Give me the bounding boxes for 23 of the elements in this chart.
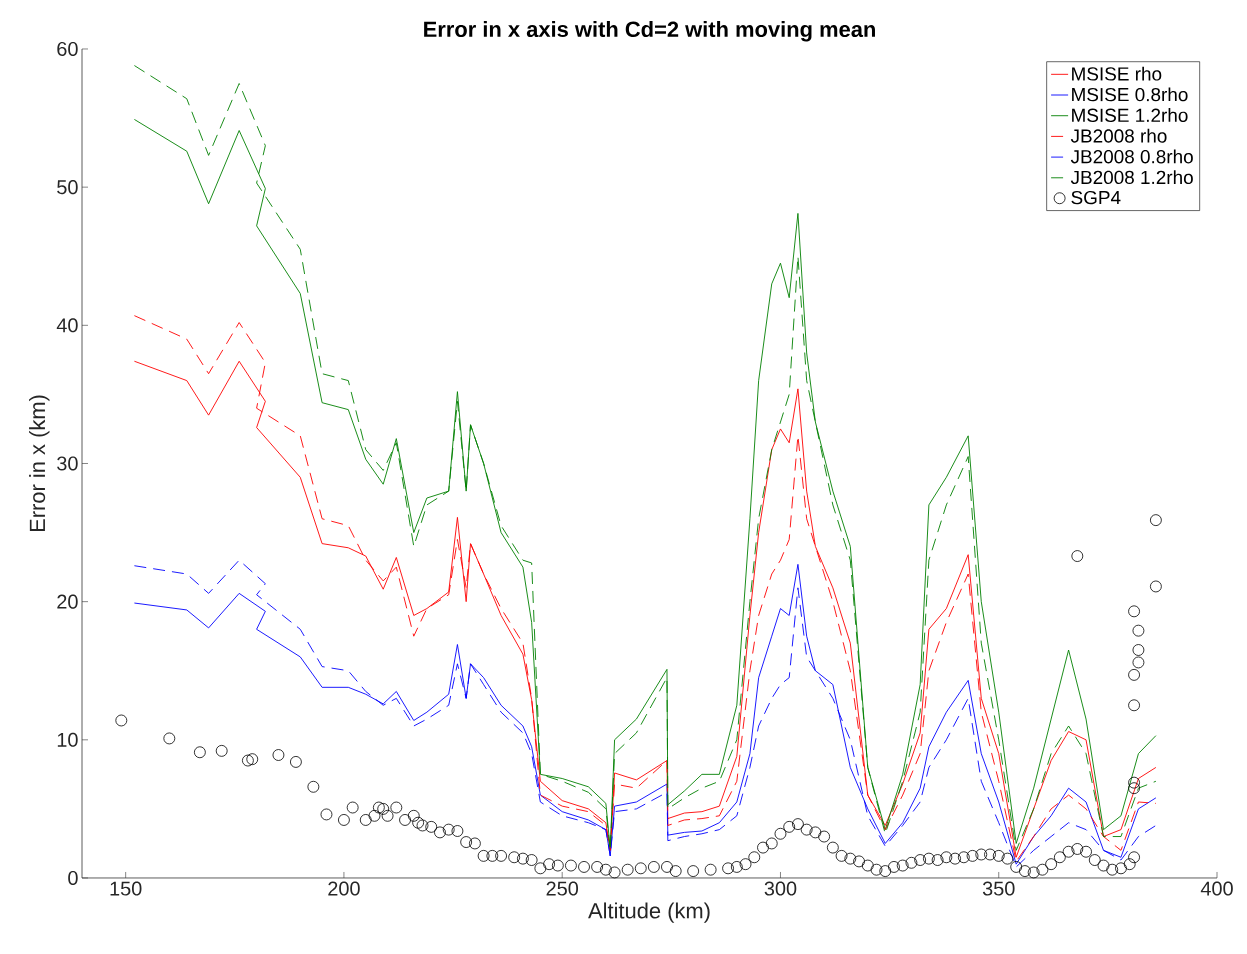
y-tick-label: 20 [57,594,78,609]
x-axis-title: Altitude (km) [588,902,710,923]
y-tick-label: 40 [56,318,78,333]
legend-label: JB2008 rho [1070,128,1167,143]
legend-label: JB2008 1.2rho [1070,170,1193,185]
x-tick-label: 400 [1200,881,1233,896]
y-tick-label: 10 [57,732,78,747]
legend-label: MSISE rho [1072,66,1162,81]
y-tick-label: 30 [57,456,78,471]
x-tick-label: 250 [546,881,579,896]
y-tick-label: 50 [57,180,78,195]
x-tick-label: 200 [328,881,360,896]
chart-title: Error in x axis with Cd=2 with moving mean [424,20,875,42]
legend-label: JB2008 0.8rho [1070,149,1193,164]
y-axis-title: Error in x (km) [29,395,50,532]
legend-label: MSISE 0.8rho [1072,87,1188,102]
x-tick-label: 150 [110,881,142,896]
legend-label: SGP4 [1071,190,1121,205]
y-tick-label: 0 [68,870,78,886]
y-tick-label: 60 [57,41,78,57]
x-tick-label: 300 [764,881,797,896]
legend-label: MSISE 1.2rho [1072,108,1188,122]
x-tick-label: 350 [982,881,1015,896]
